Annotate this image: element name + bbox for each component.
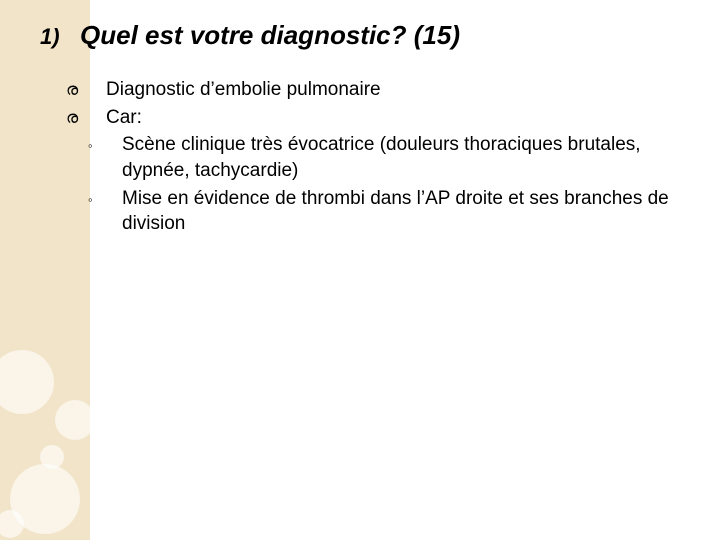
sub-list-item: ◦ Mise en évidence de thrombi dans l’AP … — [88, 186, 690, 237]
list-item: ര Diagnostic d’embolie pulmonaire — [66, 77, 690, 103]
sub-list-item-text: Mise en évidence de thrombi dans l’AP dr… — [122, 186, 690, 237]
bullet-glyph: ര — [66, 77, 90, 103]
sub-bullet-glyph: ◦ — [88, 186, 100, 237]
title-text: Quel est votre diagnostic? (15) — [80, 20, 460, 51]
sub-list-item: ◦ Scène clinique très évocatrice (douleu… — [88, 132, 690, 183]
slide-title-row: 1) Quel est votre diagnostic? (15) — [40, 20, 690, 51]
list-item-text: Car: — [106, 105, 142, 131]
bullet-glyph: ര — [66, 105, 90, 131]
sub-bullet-glyph: ◦ — [88, 132, 100, 183]
sub-list: ◦ Scène clinique très évocatrice (douleu… — [66, 132, 690, 237]
slide-content: 1) Quel est votre diagnostic? (15) ര Dia… — [0, 0, 720, 540]
body-content: ര Diagnostic d’embolie pulmonaire ര Car:… — [40, 77, 690, 237]
list-item-text: Diagnostic d’embolie pulmonaire — [106, 77, 381, 103]
title-number: 1) — [40, 24, 66, 50]
sub-list-item-text: Scène clinique très évocatrice (douleurs… — [122, 132, 690, 183]
list-item: ര Car: — [66, 105, 690, 131]
